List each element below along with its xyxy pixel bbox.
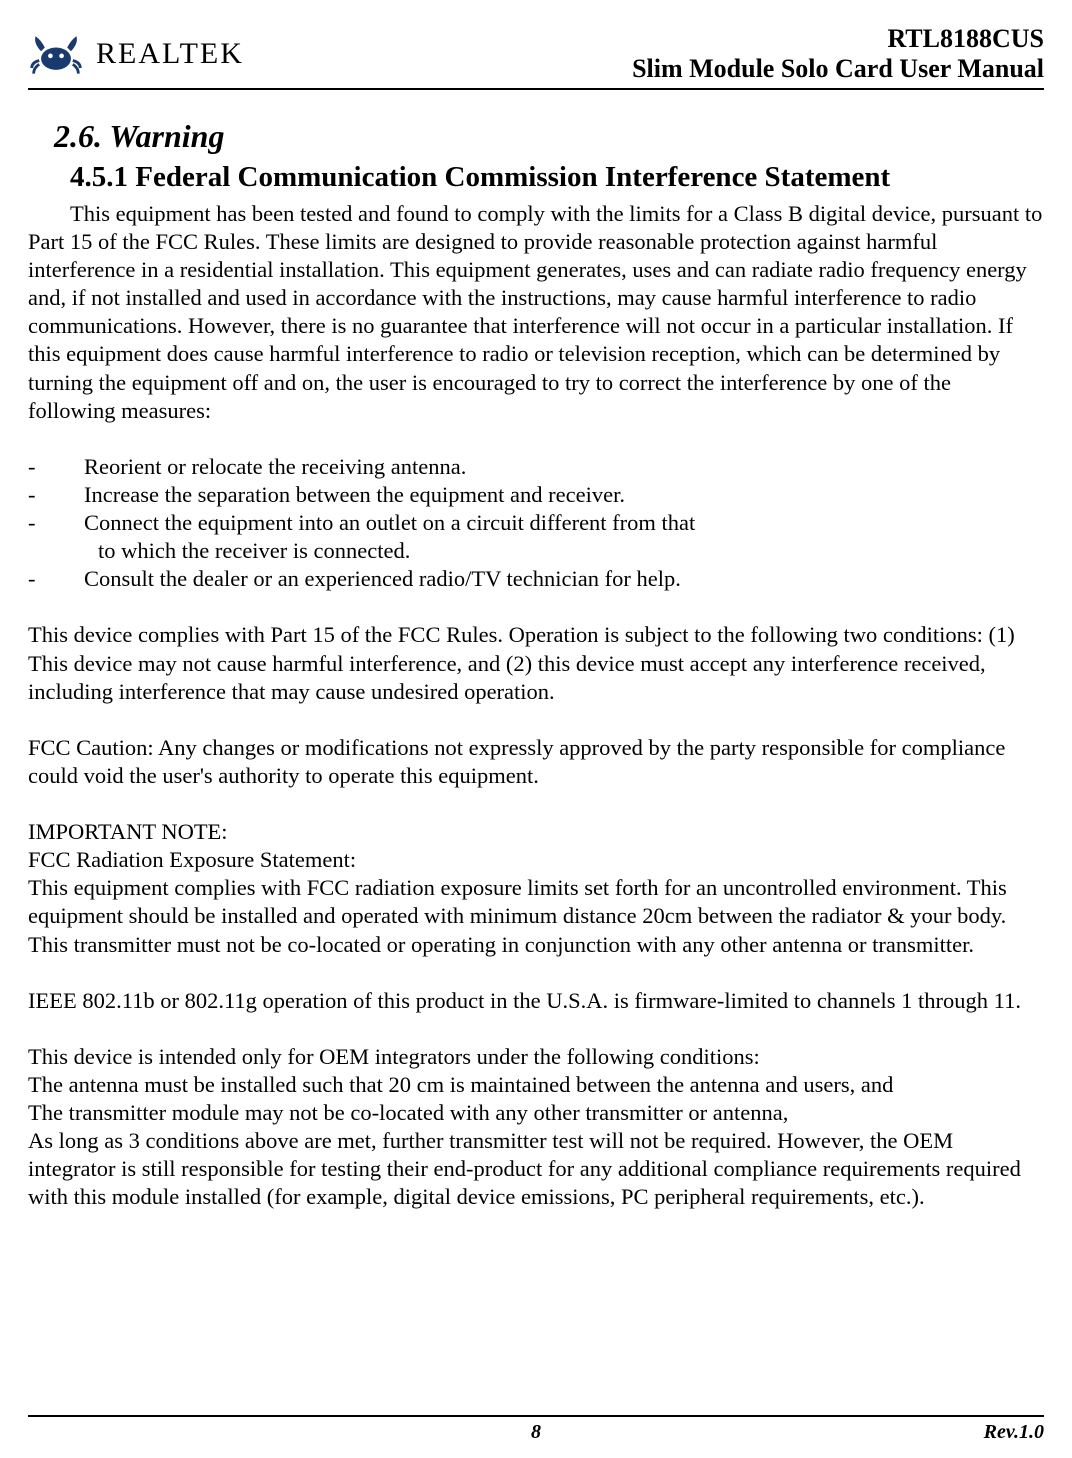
revision: Rev.1.0 — [984, 1421, 1044, 1444]
compliance-paragraph: This device complies with Part 15 of the… — [28, 621, 1044, 705]
list-item: - Reorient or relocate the receiving ant… — [28, 453, 1044, 481]
oem-condition-3: As long as 3 conditions above are met, f… — [28, 1127, 1044, 1211]
caution-paragraph: FCC Caution: Any changes or modification… — [28, 734, 1044, 790]
oem-condition-1: The antenna must be installed such that … — [28, 1071, 1044, 1099]
ieee-paragraph: IEEE 802.11b or 802.11g operation of thi… — [28, 987, 1044, 1015]
measure-text: Connect the equipment into an outlet on … — [84, 509, 695, 537]
subsection-title: 4.5.1 Federal Communication Commission I… — [70, 161, 1044, 194]
dash-icon: - — [28, 453, 84, 481]
oem-condition-2: The transmitter module may not be co-loc… — [28, 1099, 1044, 1127]
radiation-label: FCC Radiation Exposure Statement: — [28, 846, 1044, 874]
page-content: 2.6. Warning 4.5.1 Federal Communication… — [28, 96, 1044, 1212]
manual-title: Slim Module Solo Card User Manual — [632, 54, 1044, 84]
realtek-crab-icon — [28, 30, 84, 78]
list-item: - Increase the separation between the eq… — [28, 481, 1044, 509]
page-footer: 8 Rev.1.0 — [28, 1415, 1044, 1444]
radiation-text-2: This transmitter must not be co-located … — [28, 931, 1044, 959]
oem-intro: This device is intended only for OEM int… — [28, 1043, 1044, 1071]
radiation-text-1: This equipment complies with FCC radiati… — [28, 874, 1044, 930]
measures-list: - Reorient or relocate the receiving ant… — [28, 453, 1044, 594]
model-number: RTL8188CUS — [632, 24, 1044, 54]
logo-text: REALTEK — [96, 37, 244, 71]
list-item: - Consult the dealer or an experienced r… — [28, 565, 1044, 593]
measure-text: Reorient or relocate the receiving anten… — [84, 453, 466, 481]
measure-continuation: to which the receiver is connected. — [28, 537, 1044, 565]
dash-icon: - — [28, 481, 84, 509]
page-number: 8 — [531, 1421, 541, 1444]
page-header: REALTEK RTL8188CUS Slim Module Solo Card… — [28, 24, 1044, 90]
measure-text: Consult the dealer or an experienced rad… — [84, 565, 681, 593]
header-title: RTL8188CUS Slim Module Solo Card User Ma… — [632, 24, 1044, 84]
list-item: - Connect the equipment into an outlet o… — [28, 509, 1044, 537]
dash-icon: - — [28, 565, 84, 593]
section-title: 2.6. Warning — [54, 118, 1044, 155]
dash-icon: - — [28, 509, 84, 537]
important-note-label: IMPORTANT NOTE: — [28, 818, 1044, 846]
measure-text: Increase the separation between the equi… — [84, 481, 625, 509]
logo: REALTEK — [28, 30, 244, 78]
intro-paragraph: This equipment has been tested and found… — [28, 200, 1044, 425]
